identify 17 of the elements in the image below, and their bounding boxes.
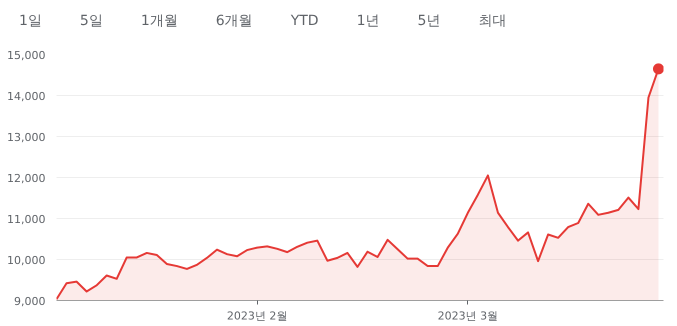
text: 5일 <box>80 13 103 29</box>
x-tick-label: 2023년 3월 <box>438 310 498 322</box>
text: 1일 <box>19 13 42 29</box>
y-tick-label: 15,000 <box>7 49 46 62</box>
y-tick-label: 11,000 <box>7 213 46 226</box>
y-tick-label: 9,000 <box>14 295 46 308</box>
x-tick-label: 2023년 2월 <box>226 310 288 322</box>
y-tick-label: 14,000 <box>7 90 46 103</box>
y-tick-label: 13,000 <box>7 131 46 144</box>
text: 6개월 <box>216 13 253 29</box>
text: 5년 <box>418 13 440 29</box>
text: YTD <box>290 13 319 29</box>
text: 최대 <box>478 13 506 29</box>
y-tick-label: 10,000 <box>7 254 46 267</box>
text: 1년 <box>356 13 380 29</box>
y-tick-label: 12,000 <box>7 172 46 185</box>
text: 1개월 <box>140 13 178 29</box>
